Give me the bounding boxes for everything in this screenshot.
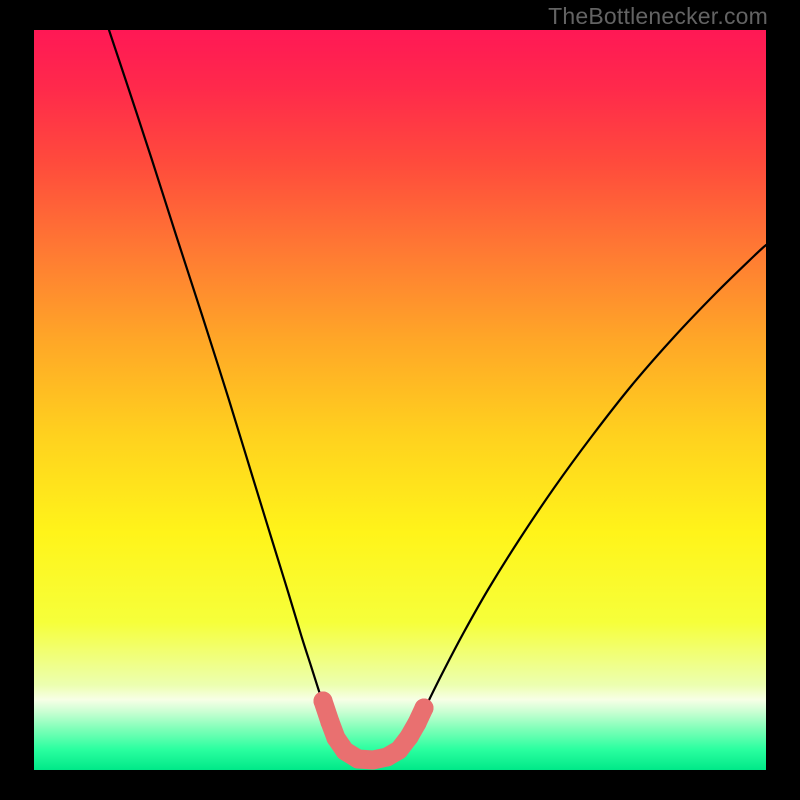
plot-area	[34, 30, 766, 770]
watermark-text: TheBottlenecker.com	[548, 3, 768, 30]
chart-frame: TheBottlenecker.com	[0, 0, 800, 800]
gradient-background	[34, 30, 766, 770]
